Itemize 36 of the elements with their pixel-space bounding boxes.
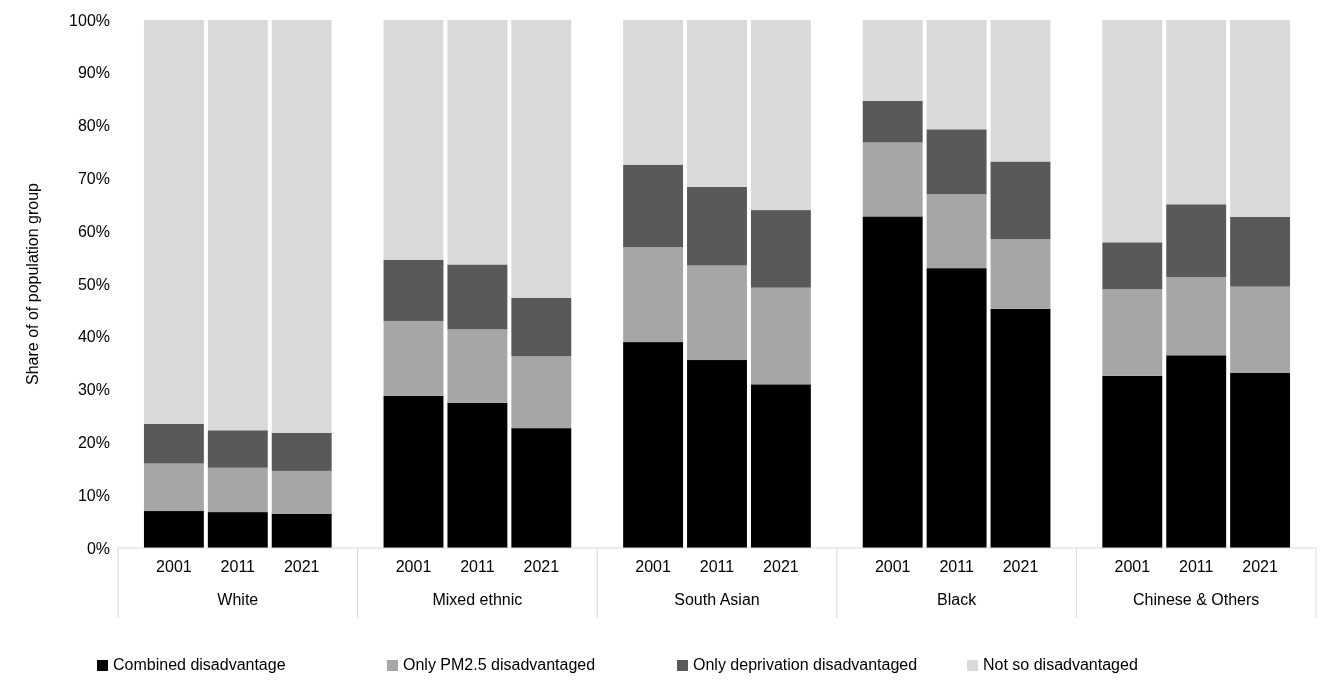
text: Chinese & Others (1133, 591, 1260, 608)
x-tick-label: 2001 (635, 558, 671, 575)
legend-label: Combined disadvantage (113, 656, 286, 673)
y-tick-label: 40% (77, 328, 110, 346)
y-axis-title: Share of of population group (24, 182, 41, 385)
x-tick-label: 2001 (156, 558, 192, 575)
text: White (217, 591, 259, 608)
x-tick-label: 2001 (874, 558, 911, 575)
y-tick-label: 100% (69, 11, 110, 29)
y-tick-label: 70% (77, 170, 110, 187)
x-tick-label: 2011 (1179, 558, 1214, 575)
x-tick-label: 2001 (1114, 558, 1151, 575)
x-tick-label: 2021 (523, 558, 560, 575)
text: Mixed ethnic (432, 591, 523, 608)
y-tick-label: 30% (77, 381, 110, 399)
x-tick-label: 2021 (1242, 558, 1278, 575)
x-tick-label: 2021 (283, 558, 320, 575)
x-tick-label: 2011 (460, 558, 495, 575)
x-tick-label: 2021 (1002, 558, 1039, 575)
x-tick-label: 2021 (763, 558, 799, 575)
x-tick-label: 2011 (220, 558, 256, 575)
legend-label: Only deprivation disadvantaged (693, 656, 918, 673)
legend-label: Only PM2.5 disadvantaged (403, 656, 596, 673)
legend-label: Not so disadvantaged (983, 656, 1138, 673)
y-tick-label: 60% (77, 222, 110, 240)
y-tick-label: 50% (77, 275, 110, 293)
y-tick-label: 90% (77, 64, 110, 82)
y-tick-label: 0% (86, 539, 110, 557)
x-tick-label: 2011 (939, 558, 974, 575)
text: Black (937, 591, 978, 608)
x-tick-label: 2011 (699, 558, 735, 575)
y-tick-label: 10% (77, 486, 110, 504)
y-tick-label: 80% (77, 117, 110, 135)
x-tick-label: 2001 (395, 558, 432, 575)
text: South Asian (674, 591, 760, 608)
y-tick-label: 20% (77, 434, 110, 451)
